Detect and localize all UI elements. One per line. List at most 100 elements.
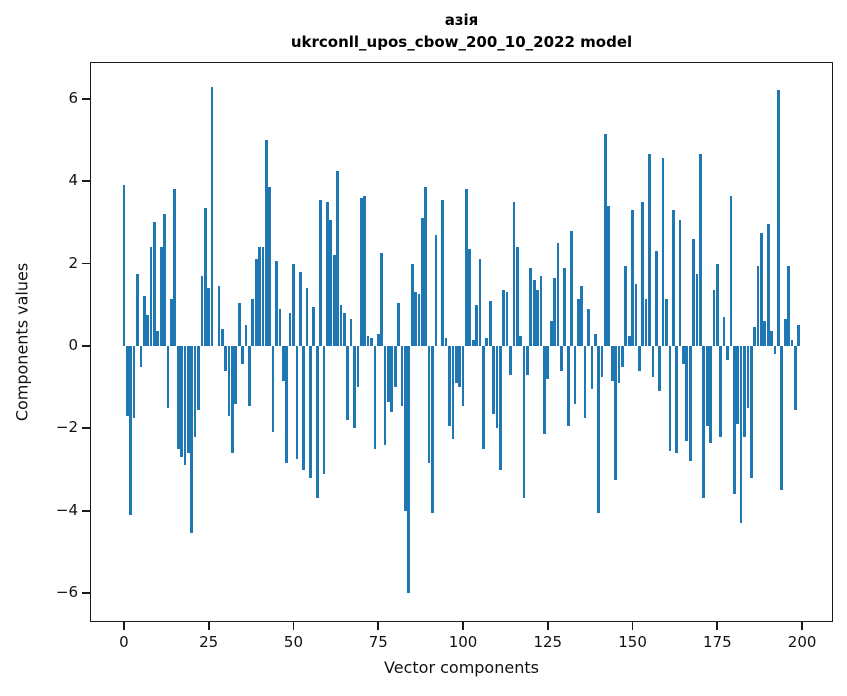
- bar: [783, 319, 787, 346]
- bar: [590, 345, 594, 390]
- bar: [220, 329, 224, 346]
- x-tick-label: 50: [283, 633, 304, 651]
- y-tick-mark: [82, 262, 90, 265]
- x-tick-label: 200: [787, 633, 817, 651]
- bar: [448, 345, 451, 427]
- bar: [729, 195, 733, 346]
- x-tick-label: 25: [199, 633, 219, 651]
- bar: [129, 345, 133, 515]
- bar: [380, 253, 383, 346]
- bar: [373, 345, 377, 449]
- bar: [624, 265, 628, 346]
- bar: [153, 222, 156, 346]
- bar: [139, 345, 143, 367]
- bar: [451, 345, 455, 439]
- bar: [190, 345, 194, 534]
- bar: [488, 300, 492, 346]
- bar: [658, 345, 662, 392]
- bar: [692, 238, 695, 346]
- bar: [251, 298, 255, 346]
- bar: [722, 317, 726, 346]
- bar: [258, 247, 261, 346]
- bar: [593, 333, 597, 346]
- bar: [732, 345, 736, 495]
- bar: [417, 294, 421, 346]
- bar: [193, 345, 197, 437]
- bar: [739, 345, 743, 524]
- bar: [397, 302, 400, 346]
- x-tick-mark: [716, 622, 719, 630]
- bar: [753, 327, 756, 346]
- bar: [478, 259, 482, 346]
- bar: [471, 339, 475, 346]
- bar: [224, 345, 227, 371]
- bar: [407, 345, 411, 594]
- bar: [614, 345, 617, 480]
- bar: [186, 345, 190, 454]
- x-tick-label: 175: [703, 633, 732, 651]
- y-axis-label: Components values: [12, 262, 32, 422]
- bar: [237, 302, 241, 346]
- bar: [420, 218, 424, 346]
- x-tick-mark: [123, 622, 125, 630]
- bar: [621, 345, 624, 367]
- bar: [709, 345, 712, 443]
- bar: [760, 232, 763, 346]
- x-tick-label: 100: [448, 633, 478, 651]
- bar: [736, 345, 740, 425]
- bar: [431, 345, 434, 513]
- bar: [526, 345, 529, 375]
- y-tick-mark: [82, 509, 90, 512]
- bar: [790, 339, 794, 346]
- x-tick-label: 75: [368, 633, 388, 651]
- bar: [726, 345, 729, 361]
- bar: [315, 345, 319, 499]
- x-tick-mark: [631, 622, 634, 630]
- bar: [787, 265, 790, 346]
- bar: [390, 345, 394, 412]
- chart-title: азія ukrconll_upos_cbow_200_10_2022 mode…: [90, 9, 833, 53]
- x-tick-label: 150: [618, 633, 647, 651]
- y-tick-label: −6: [55, 583, 78, 602]
- bar: [566, 345, 570, 427]
- bar: [485, 337, 489, 346]
- bar: [292, 263, 295, 346]
- bar: [424, 187, 428, 346]
- bar: [356, 345, 360, 388]
- y-tick-mark: [82, 345, 90, 347]
- bar: [322, 345, 326, 474]
- bar: [176, 345, 180, 449]
- bar: [773, 345, 777, 355]
- bar: [183, 345, 187, 466]
- bar: [665, 298, 668, 346]
- x-axis-label: Vector components: [384, 658, 539, 677]
- bar: [777, 90, 780, 346]
- bar: [326, 201, 329, 346]
- bar: [363, 195, 367, 346]
- bar: [197, 345, 200, 410]
- bar: [248, 345, 251, 406]
- bar: [342, 312, 346, 346]
- bar: [749, 345, 753, 478]
- bar: [746, 345, 750, 408]
- bar: [587, 308, 590, 346]
- bar: [617, 345, 621, 383]
- bar: [600, 345, 604, 377]
- bar: [458, 345, 461, 388]
- bar: [149, 247, 153, 346]
- bar: [312, 306, 316, 346]
- bar: [156, 331, 160, 346]
- bar: [444, 337, 448, 346]
- bar: [570, 230, 573, 346]
- bar: [173, 189, 177, 346]
- bar: [522, 345, 526, 499]
- bar: [254, 259, 258, 346]
- bar: [146, 315, 149, 346]
- bar: [536, 290, 539, 346]
- x-tick-mark: [801, 622, 804, 630]
- bar: [563, 267, 567, 346]
- bar: [682, 345, 685, 365]
- bar: [671, 209, 675, 346]
- bar: [583, 345, 587, 419]
